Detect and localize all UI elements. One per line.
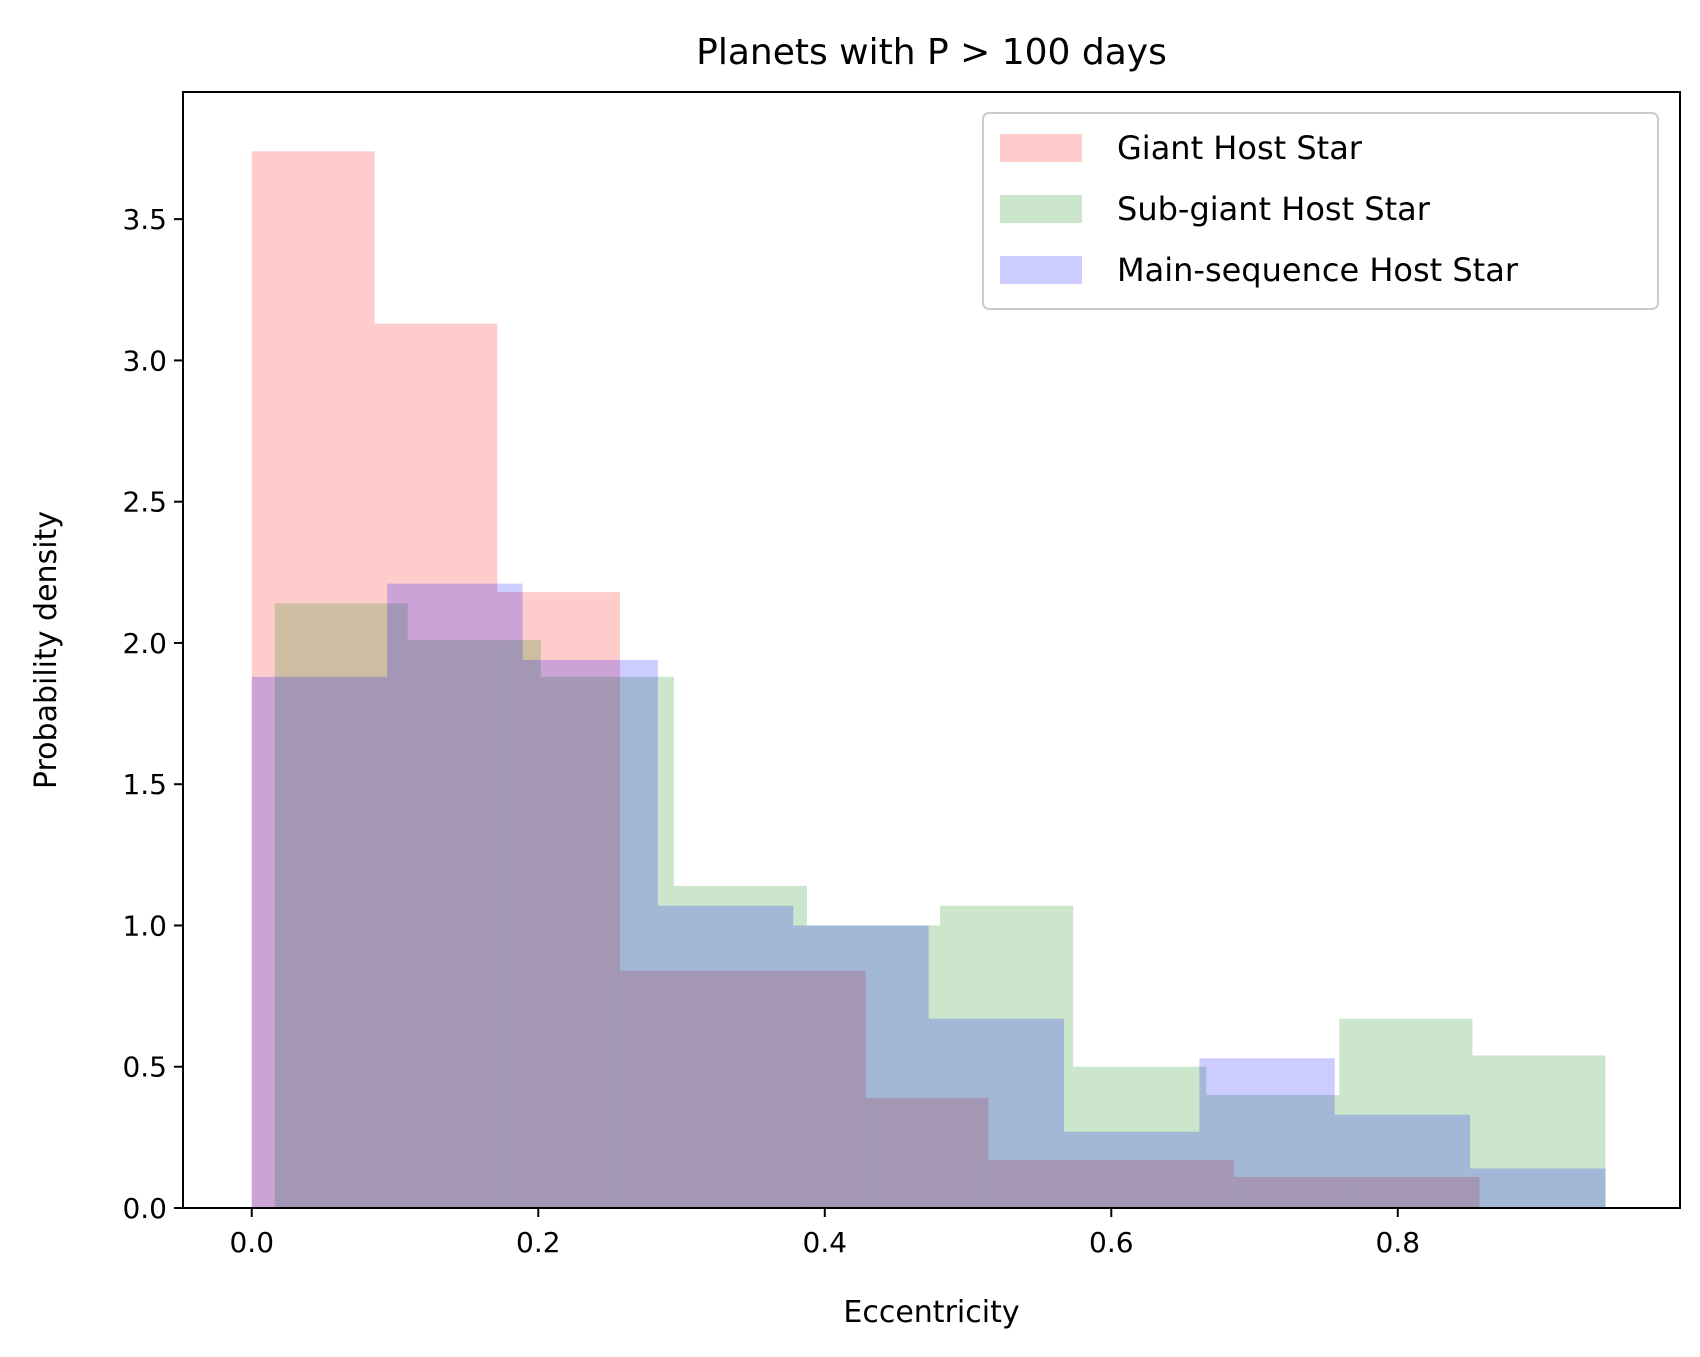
bar-giant-host-star-8 [1233,1176,1357,1208]
bar-sub-giant-host-star-3 [673,885,808,1208]
legend-label: Main-sequence Host Star [1117,251,1519,289]
legend-swatch [1000,134,1082,162]
legend-entry: Main-sequence Host Star [1000,251,1519,289]
bar-main-sequence-host-star-0 [251,676,388,1208]
y-axis-title: Probability density [29,511,64,789]
y-tick-label: 1.5 [122,768,167,801]
bar-main-sequence-host-star-6 [1064,1131,1200,1208]
bar-giant-host-star-5 [865,1097,989,1208]
x-tick-label: 0.8 [1376,1226,1421,1259]
x-axis-title: Eccentricity [843,1295,1019,1330]
y-tick-label: 1.0 [122,909,167,942]
bar-sub-giant-host-star-0 [274,603,408,1208]
bar-giant-host-star-7 [1111,1159,1234,1208]
bar-sub-giant-host-star-4 [807,925,941,1208]
legend-label: Sub-giant Host Star [1117,190,1431,228]
y-tick-label: 2.5 [122,486,167,519]
bar-giant-host-star-9 [1356,1176,1480,1208]
bar-sub-giant-host-star-8 [1339,1018,1473,1208]
bars-layer [251,151,1606,1208]
y-tick-label: 3.0 [122,344,167,377]
legend-swatch [1000,195,1082,223]
x-tick-label: 0.4 [803,1226,848,1259]
bar-main-sequence-host-star-5 [928,1018,1065,1208]
y-tick-label: 3.5 [122,203,167,236]
bar-sub-giant-host-star-2 [540,676,674,1208]
bar-main-sequence-host-star-8 [1334,1114,1471,1208]
bar-sub-giant-host-star-1 [407,640,541,1208]
x-tick-label: 0.2 [516,1226,561,1259]
bar-main-sequence-host-star-4 [793,925,929,1208]
legend-swatch [1000,256,1082,284]
y-tick-label: 2.0 [122,627,167,660]
bar-giant-host-star-6 [988,1159,1112,1208]
series-giant-host-star [251,151,1480,1208]
bar-sub-giant-host-star-7 [1206,1094,1340,1208]
chart-title: Planets with P > 100 days [696,32,1167,73]
bar-giant-host-star-3 [620,970,743,1208]
x-axis-ticks: 0.0 0.2 0.4 0.6 0.8 [229,1208,1420,1259]
legend-entry: Sub-giant Host Star [1000,190,1431,228]
y-axis-ticks: 0.0 0.5 1.0 1.5 2.0 2.5 3.0 3.5 [122,203,183,1225]
bar-main-sequence-host-star-2 [522,659,658,1208]
bar-giant-host-star-2 [497,592,621,1208]
series-sub-giant-host-star [274,603,1606,1208]
y-tick-label: 0.0 [122,1192,167,1225]
axes-frame [182,91,1681,1209]
x-tick-label: 0.0 [229,1226,274,1259]
series-main-sequence-host-star [251,583,1606,1208]
legend-box [982,112,1659,310]
bar-giant-host-star-4 [742,970,866,1208]
bar-main-sequence-host-star-9 [1470,1168,1606,1208]
bar-sub-giant-host-star-6 [1073,1066,1207,1208]
legend: Giant Host Star Sub-giant Host Star Main-s… [982,112,1659,310]
legend-label: Giant Host Star [1117,129,1363,167]
legend-entry: Giant Host Star [1000,129,1363,167]
x-tick-label: 0.6 [1089,1226,1134,1259]
bar-sub-giant-host-star-9 [1472,1055,1606,1208]
y-tick-label: 0.5 [122,1051,167,1084]
bar-giant-host-star-0 [251,151,375,1208]
bar-sub-giant-host-star-5 [940,905,1074,1208]
bar-main-sequence-host-star-1 [387,583,523,1208]
bar-main-sequence-host-star-7 [1199,1058,1335,1208]
bar-giant-host-star-1 [374,323,498,1208]
bar-main-sequence-host-star-3 [657,905,794,1208]
